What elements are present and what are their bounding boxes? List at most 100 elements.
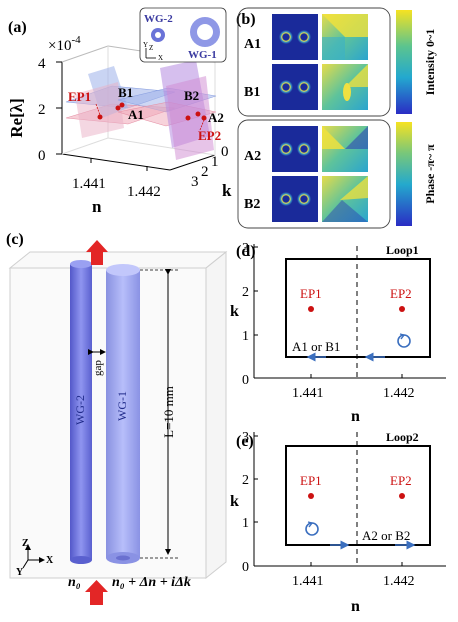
a1-dot [115,105,121,111]
phase-colorbar-label: Phase -π~ π [423,144,437,204]
inset-wg1: WG-1 [188,49,217,61]
panel-a: (a) ×10-4 4 2 0 Re[λ] 1.441 1. [7,7,232,216]
y-tick: 0 [38,148,46,164]
loop1-label: Loop1 [386,243,419,257]
y-tick: 1 [242,329,249,344]
y-tick: 4 [38,56,46,72]
scale-factor: ×10-4 [48,34,81,54]
n0-label: n₀ [68,575,81,590]
y-tick: 2 [38,102,46,118]
b1-dot [119,102,125,108]
svg-text:Y: Y [143,41,148,49]
state-label-d: A1 or B1 [292,339,340,354]
ep2-marker [399,493,405,499]
svg-text:X: X [158,54,163,62]
ep1-label: EP1 [68,89,91,104]
y-tick: 0 [242,560,249,575]
loop2-label: Loop2 [386,430,419,444]
axes-c [22,544,45,569]
ep1-label-e: EP1 [300,473,322,488]
k-axis-label-a: k [222,181,232,200]
ep2-label-d: EP2 [390,286,412,301]
gap-label: gap [92,360,104,376]
panel-e-label: (e) [236,433,254,450]
n-axis-label-d: n [351,408,360,425]
ep2-marker [399,306,405,312]
y-axis-label-e: k [230,493,239,510]
ep1-marker [308,306,314,312]
phase-maps [322,14,368,222]
x-tick: 1.441 [72,176,106,192]
svg-text:Y: Y [16,567,24,578]
a2-label: A2 [208,110,224,125]
loop1-path [285,258,431,358]
panel-d-label: (d) [236,243,256,260]
input-beam-arrow [85,580,108,605]
wg1-cylinder [106,270,140,558]
n-perturbed-label: n₀ + Δn + iΔk [112,575,191,590]
wg2-cylinder [70,264,92,560]
y-tick: 2 [242,473,249,488]
mode-label: A1 [244,37,261,52]
a1-label: A1 [128,107,144,122]
intensity-colorbar [396,10,412,114]
mode-label: B2 [244,197,260,212]
a2-dot [185,115,191,121]
eigen-surfaces [65,60,217,160]
b1-label: B1 [118,85,133,100]
k-tick: 2 [201,164,209,180]
k-tick: 0 [221,144,229,160]
y-ticks-a: 4 2 0 [38,56,46,164]
waveguide-inset: WG-2 WG-1 Y Z X [139,7,227,63]
length-label: L=10 mm [161,386,176,438]
y-axis-label-a: Re[λ] [7,98,26,138]
panel-a-label: (a) [8,19,27,36]
ep2-dot [201,115,207,121]
wg1-label: WG-1 [115,391,129,421]
x-tick: 1.441 [292,574,324,589]
panel-c: (c) WG-2 WG-1 gap L=10 mm [6,231,228,605]
point-labels: EP1 B1 A1 B2 A2 EP2 [68,85,224,143]
phase-colorbar [396,122,412,226]
y-axis-label-d: k [230,303,239,320]
y-tick: 1 [242,516,249,531]
intensity-colorbar-label: Intensity 0~1 [423,29,437,96]
output-beam-arrow [86,240,108,265]
ep1-marker [308,493,314,499]
inset-wg2: WG-2 [144,13,173,25]
b2-label: B2 [184,88,199,103]
svg-text:Z: Z [149,44,153,52]
panel-c-label: (c) [6,231,24,248]
x-tick: 1.441 [292,386,324,401]
x-tick: 1.442 [383,386,415,401]
ep2-label: EP2 [198,128,221,143]
x-axis-label-e: n [351,598,360,615]
y-tick: 2 [242,285,249,300]
loop-circle-e [305,522,319,536]
wg2-label: WG-2 [73,395,87,425]
ep1-label-d: EP1 [300,286,322,301]
k-tick: 1 [211,154,219,170]
mode-label: A2 [244,149,261,164]
loop2-path [285,445,431,546]
ep2-label-e: EP2 [390,473,412,488]
b2-dot [195,111,201,117]
x-axis-label-a: n [92,197,102,216]
x-tick: 1.442 [127,184,161,200]
y-tick: 3 [242,430,249,445]
panel-d: (d) 3 2 1 0 1.441 1.442 k Loop1 EP1 EP2 … [230,241,446,401]
intensity-maps [272,14,318,222]
ep1-dot [97,114,103,120]
svg-text:X: X [46,555,54,566]
y-tick: 0 [242,373,249,388]
y-tick: 3 [242,241,249,256]
panel-e: (e) n 3 2 1 0 1.441 1.442 k n Loop2 EP1 … [230,408,446,615]
panel-b-label: (b) [236,11,256,28]
eigen-points [97,102,207,121]
loop-circle-d [397,334,411,348]
svg-text:Z: Z [22,538,29,549]
panel-b: (b) A1 B1 A2 B2 [236,7,437,229]
mode-label: B1 [244,85,260,100]
x-tick: 1.442 [383,574,415,589]
